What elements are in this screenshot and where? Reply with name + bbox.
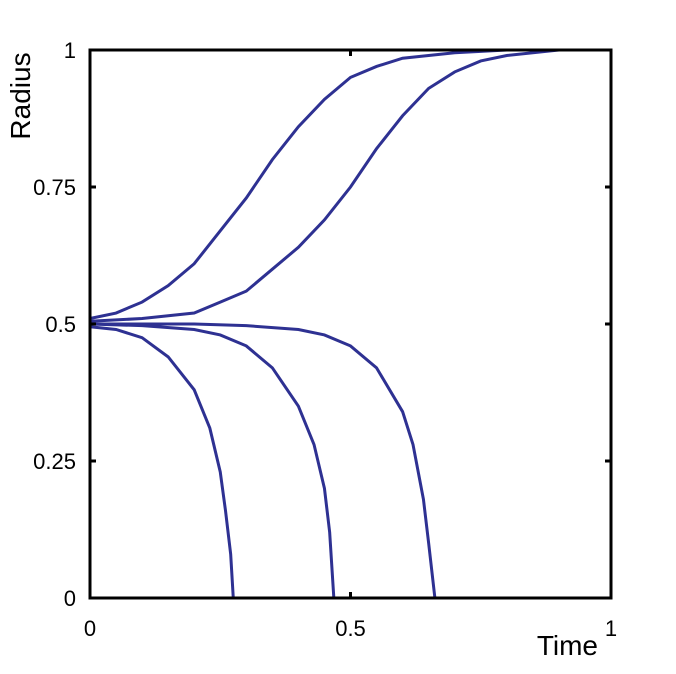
- y-axis-label: Radius: [5, 52, 36, 139]
- line: [89, 322, 611, 600]
- line: [89, 48, 611, 323]
- x-axis-label: Time: [537, 630, 598, 661]
- x-tick-label: 1: [605, 616, 617, 641]
- line: [89, 48, 611, 320]
- line: [89, 325, 611, 600]
- x-tick-label: 0: [84, 616, 96, 641]
- y-tick-label: 0: [64, 586, 76, 611]
- line: [90, 322, 611, 600]
- x-tick-label: 0.5: [335, 616, 366, 641]
- y-tick-label: 0.5: [45, 312, 76, 337]
- y-tick-label: 0.75: [33, 175, 76, 200]
- y-tick-label: 0.25: [33, 449, 76, 474]
- y-tick-label: 1: [64, 38, 76, 63]
